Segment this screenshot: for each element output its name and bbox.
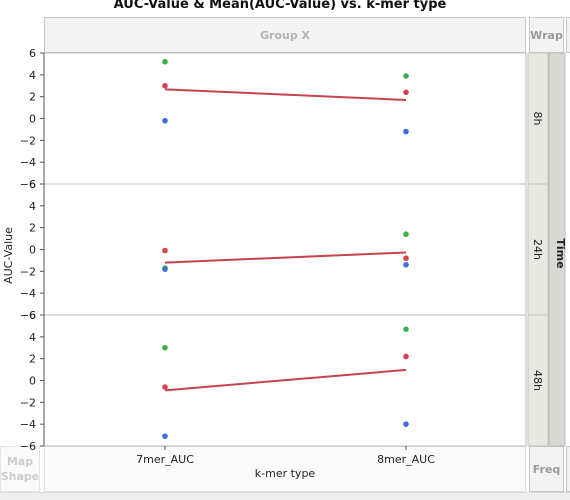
y-tick-label: −4: [20, 418, 36, 431]
x-tick-label: 8mer_AUC: [377, 453, 435, 466]
map-shape-drop-zone[interactable]: Map Shape: [0, 446, 40, 492]
size-drop-zone[interactable]: [566, 446, 570, 492]
panel-label: 24h: [531, 239, 544, 260]
y-tick-label: 0: [29, 244, 36, 257]
wrap-drop-zone[interactable]: Wrap: [529, 17, 564, 53]
y-tick-label: 0: [29, 375, 36, 388]
time-group-strip: [548, 52, 566, 447]
mean-line: [164, 368, 407, 392]
panel-frame: [43, 183, 527, 316]
group-x-label: Group X: [259, 28, 311, 42]
data-point: [403, 73, 409, 79]
y-tick-label: 2: [29, 222, 36, 235]
data-point: [403, 326, 409, 332]
y-tick-label: 6: [29, 309, 36, 322]
y-tick-label: −6: [20, 309, 36, 322]
freq-label: Freq: [532, 462, 561, 476]
panel-label: 8h: [531, 112, 544, 126]
panel-frame: [43, 52, 527, 185]
y-tick-label: 4: [29, 331, 36, 344]
panel-strip: [527, 314, 549, 447]
shape-label: Shape: [0, 470, 40, 483]
y-axis-label: AUC-Value: [2, 227, 15, 284]
data-point: [162, 344, 168, 351]
freq-drop-zone[interactable]: Freq: [529, 446, 564, 492]
data-point: [162, 117, 168, 124]
x-tick-label: 7mer_AUC: [136, 453, 194, 466]
chart-title: AUC-Value & Mean(AUC-Value) vs. k-mer ty…: [113, 0, 447, 12]
data-point: [162, 58, 168, 65]
y-tick-label: 4: [29, 69, 36, 82]
y-tick-label: 4: [29, 200, 36, 213]
data-point: [162, 247, 168, 254]
map-label: Map: [6, 455, 34, 468]
y-tick-label: −2: [20, 396, 36, 409]
y-tick-label: 2: [29, 353, 36, 366]
data-point: [403, 261, 409, 268]
y-tick-label: 6: [29, 47, 36, 60]
mean-line: [164, 88, 407, 101]
data-point: [162, 266, 168, 272]
overlay-drop-zone[interactable]: [566, 17, 570, 53]
data-point: [162, 433, 168, 439]
y-tick-label: 6: [29, 178, 36, 191]
data-point: [162, 384, 168, 390]
data-point: [403, 89, 409, 96]
time-group-label: Time: [554, 238, 567, 268]
wrap-label: Wrap: [530, 28, 563, 42]
data-point: [403, 231, 409, 238]
data-point: [403, 421, 409, 427]
y-tick-label: −2: [20, 265, 36, 278]
y-tick-label: −6: [20, 178, 36, 191]
y-tick-label: −2: [20, 134, 36, 147]
y-tick-label: 2: [29, 91, 36, 104]
y-tick-label: −4: [20, 156, 36, 169]
y-tick-label: 0: [29, 113, 36, 126]
y-tick-label: −4: [20, 287, 36, 300]
x-axis-label: k-mer type: [255, 467, 316, 480]
data-point: [403, 353, 409, 360]
data-point: [403, 255, 409, 262]
data-point: [403, 128, 409, 135]
panel-label: 48h: [531, 370, 544, 391]
data-point: [162, 82, 168, 89]
mean-line: [164, 251, 407, 264]
status-strip: [0, 492, 570, 500]
y-tick-label: −6: [20, 440, 36, 453]
